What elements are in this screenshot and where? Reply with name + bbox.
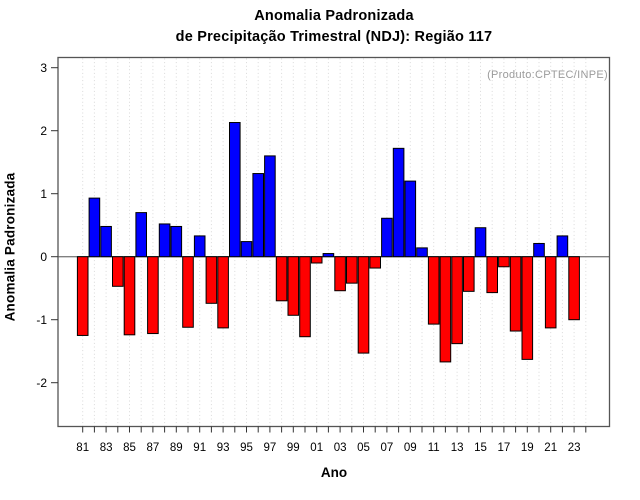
bar — [287, 256, 300, 316]
bar — [322, 253, 335, 258]
plot-frame — [57, 56, 611, 428]
chart-title-line1: Anomalia Padronizada — [254, 8, 414, 24]
y-tick-label: 0 — [40, 250, 47, 264]
bar — [392, 147, 405, 258]
x-tick-label: 15 — [474, 442, 487, 454]
x-tick-label: 23 — [568, 442, 581, 454]
x-axis-label: Ano — [320, 465, 348, 480]
bar — [76, 256, 89, 336]
bar — [158, 223, 171, 258]
bar — [264, 155, 276, 258]
bar — [310, 256, 323, 264]
bar — [509, 256, 522, 332]
bar — [381, 217, 393, 258]
x-tick-label: 09 — [404, 442, 417, 454]
x-tick-label: 11 — [428, 442, 440, 454]
x-tick-label: 81 — [76, 442, 89, 454]
bar — [252, 173, 264, 258]
bar — [182, 256, 194, 328]
bar — [451, 256, 463, 345]
x-tick-label: 83 — [100, 442, 113, 454]
y-tick-label: 2 — [40, 124, 47, 138]
bar — [112, 256, 124, 287]
bar — [439, 256, 452, 363]
bar — [357, 256, 370, 354]
bar — [170, 225, 183, 258]
x-tick-label: 05 — [357, 442, 370, 454]
bar — [147, 256, 159, 335]
bar — [544, 256, 557, 329]
bar — [193, 235, 206, 258]
bar — [88, 197, 101, 258]
x-tick-label: 21 — [544, 442, 557, 454]
bar — [404, 180, 417, 258]
bar — [205, 256, 218, 304]
y-tick-label: -1 — [36, 313, 47, 327]
y-tick-label: 3 — [40, 61, 47, 75]
x-tick-label: 07 — [381, 442, 394, 454]
bar — [217, 256, 229, 329]
x-tick-label: 89 — [170, 442, 183, 454]
source-annotation: (Produto:CPTEC/INPE) — [487, 69, 608, 81]
x-tick-label: 01 — [310, 442, 323, 454]
x-tick-label: 03 — [334, 442, 347, 454]
bar — [334, 256, 346, 292]
x-tick-label: 95 — [240, 442, 253, 454]
y-axis-label: Anomalia Padronizada — [2, 172, 18, 322]
bar — [275, 256, 288, 302]
bar — [135, 212, 147, 258]
bar — [556, 235, 569, 258]
bar — [498, 256, 510, 268]
bar — [416, 247, 428, 258]
x-tick-label: 93 — [217, 442, 230, 454]
x-tick-label: 97 — [264, 442, 277, 454]
x-tick-label: 87 — [147, 442, 160, 454]
bar — [521, 256, 534, 360]
x-tick-label: 19 — [521, 442, 534, 454]
bar — [299, 256, 311, 338]
bar — [463, 256, 475, 292]
bar — [486, 256, 498, 294]
chart-title-line2: de Precipitação Trimestral (NDJ): Região… — [175, 29, 493, 45]
y-tick-label: -2 — [36, 376, 47, 390]
y-tick-label: 1 — [40, 187, 47, 201]
bar — [240, 241, 253, 258]
bar — [123, 256, 136, 336]
bar — [533, 242, 545, 258]
x-tick-label: 17 — [498, 442, 511, 454]
bar — [568, 256, 580, 321]
bar — [100, 225, 112, 258]
bar — [369, 256, 381, 269]
bar — [229, 122, 241, 258]
x-tick-label: 91 — [193, 442, 206, 454]
bar — [474, 227, 487, 258]
x-tick-label: 85 — [123, 442, 136, 454]
bar — [346, 256, 358, 284]
x-tick-label: 99 — [287, 442, 300, 454]
bar — [427, 256, 440, 325]
x-tick-label: 13 — [451, 442, 464, 454]
chart-title: Anomalia Padronizada de Precipitação Tri… — [58, 6, 610, 48]
